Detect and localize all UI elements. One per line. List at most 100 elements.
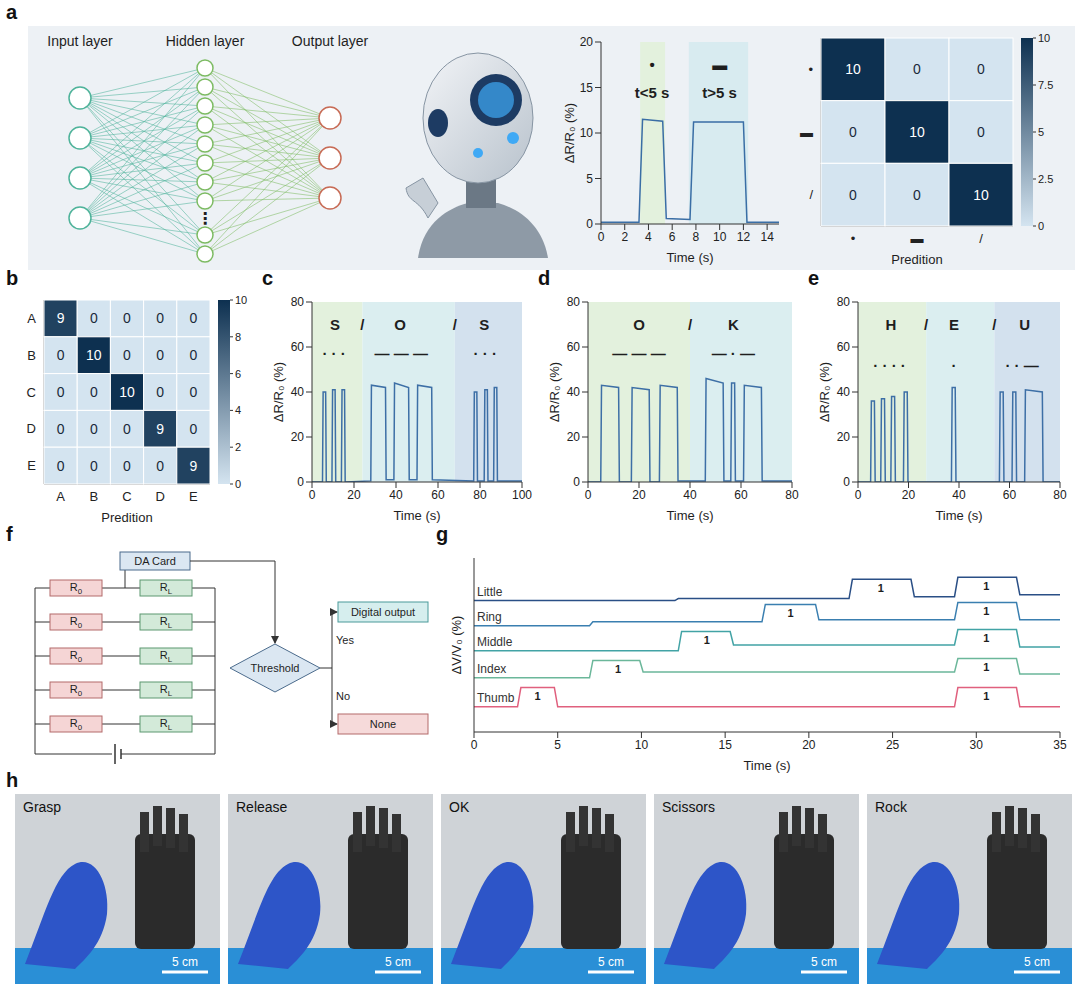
svg-text:R0: R0 bbox=[70, 717, 83, 732]
svg-text:1: 1 bbox=[983, 690, 989, 702]
svg-text:60: 60 bbox=[567, 340, 581, 354]
svg-text:6: 6 bbox=[669, 230, 676, 244]
svg-text:B: B bbox=[89, 489, 98, 504]
svg-text:•: • bbox=[649, 56, 654, 73]
svg-text:/: / bbox=[688, 316, 693, 333]
svg-text:R0: R0 bbox=[70, 615, 83, 630]
svg-text:10: 10 bbox=[845, 61, 861, 77]
svg-text:O: O bbox=[394, 316, 406, 333]
svg-text:0: 0 bbox=[598, 230, 605, 244]
svg-text:0: 0 bbox=[156, 347, 164, 363]
svg-text:40: 40 bbox=[291, 385, 305, 399]
svg-text:0: 0 bbox=[156, 384, 164, 400]
svg-text:10: 10 bbox=[635, 738, 649, 752]
svg-text:/: / bbox=[979, 231, 983, 246]
svg-text:0: 0 bbox=[309, 488, 316, 502]
svg-text:10: 10 bbox=[580, 126, 594, 140]
svg-text:Time (s): Time (s) bbox=[935, 508, 982, 523]
svg-text:2.5: 2.5 bbox=[1038, 173, 1053, 185]
svg-text:ΔR/R₀ (%): ΔR/R₀ (%) bbox=[817, 362, 832, 422]
svg-text:5 cm: 5 cm bbox=[598, 955, 624, 969]
svg-text:0: 0 bbox=[123, 458, 131, 474]
svg-text:5 cm: 5 cm bbox=[385, 955, 411, 969]
svg-text:E: E bbox=[949, 316, 959, 333]
svg-text:80: 80 bbox=[785, 488, 799, 502]
svg-text:Time (s): Time (s) bbox=[393, 508, 440, 523]
svg-text:▬: ▬ bbox=[800, 125, 813, 140]
svg-text:15: 15 bbox=[580, 81, 594, 95]
svg-text:0: 0 bbox=[849, 124, 857, 140]
svg-text:4: 4 bbox=[235, 404, 241, 416]
svg-text:⋮: ⋮ bbox=[197, 210, 213, 227]
svg-text:S: S bbox=[479, 316, 489, 333]
svg-text:60: 60 bbox=[837, 340, 851, 354]
svg-text:· · · ·: · · · · bbox=[873, 357, 905, 374]
svg-text:R0: R0 bbox=[70, 683, 83, 698]
svg-text:R0: R0 bbox=[70, 649, 83, 664]
svg-text:15: 15 bbox=[718, 738, 732, 752]
svg-text:1: 1 bbox=[787, 607, 793, 619]
svg-text:5: 5 bbox=[1038, 126, 1044, 138]
svg-text:Ring: Ring bbox=[477, 610, 502, 624]
svg-text:4: 4 bbox=[645, 230, 652, 244]
svg-text:/: / bbox=[453, 316, 458, 333]
svg-text:20: 20 bbox=[902, 488, 916, 502]
svg-text:ΔV/V₀ (%): ΔV/V₀ (%) bbox=[449, 616, 464, 675]
svg-text:1: 1 bbox=[983, 580, 989, 592]
svg-text:40: 40 bbox=[837, 385, 851, 399]
svg-text:/: / bbox=[924, 316, 929, 333]
svg-text:9: 9 bbox=[57, 310, 65, 326]
svg-text:B: B bbox=[27, 348, 36, 363]
svg-text:2: 2 bbox=[235, 441, 241, 453]
svg-text:20: 20 bbox=[632, 488, 646, 502]
svg-text:0: 0 bbox=[855, 488, 862, 502]
svg-text:No: No bbox=[336, 690, 350, 702]
svg-text:•: • bbox=[851, 231, 856, 246]
svg-text:0: 0 bbox=[1038, 220, 1044, 232]
svg-text:80: 80 bbox=[567, 295, 581, 309]
svg-text:10: 10 bbox=[713, 230, 727, 244]
svg-text:20: 20 bbox=[291, 430, 305, 444]
svg-text:80: 80 bbox=[1053, 488, 1067, 502]
svg-text:10: 10 bbox=[973, 187, 989, 203]
svg-text:S: S bbox=[330, 316, 340, 333]
svg-text:35: 35 bbox=[1053, 738, 1067, 752]
svg-text:/: / bbox=[360, 316, 365, 333]
svg-text:Time (s): Time (s) bbox=[743, 758, 790, 773]
svg-text:5: 5 bbox=[554, 738, 561, 752]
svg-text:5 cm: 5 cm bbox=[172, 955, 198, 969]
svg-text:10: 10 bbox=[119, 384, 135, 400]
svg-text:D: D bbox=[156, 489, 165, 504]
svg-text:30: 30 bbox=[970, 738, 984, 752]
svg-text:40: 40 bbox=[389, 488, 403, 502]
svg-text:20: 20 bbox=[802, 738, 816, 752]
svg-text:0: 0 bbox=[90, 458, 98, 474]
svg-text:100: 100 bbox=[512, 488, 532, 502]
svg-text:Middle: Middle bbox=[477, 635, 513, 649]
svg-text:0: 0 bbox=[57, 384, 65, 400]
svg-text:0: 0 bbox=[90, 421, 98, 437]
svg-text:60: 60 bbox=[291, 340, 305, 354]
svg-text:0: 0 bbox=[156, 310, 164, 326]
svg-text:Yes: Yes bbox=[336, 634, 354, 646]
svg-text:ΔR/R₀ (%): ΔR/R₀ (%) bbox=[271, 362, 286, 422]
svg-text:Rock: Rock bbox=[875, 799, 908, 815]
svg-text:R0: R0 bbox=[70, 581, 83, 596]
svg-text:10: 10 bbox=[909, 124, 925, 140]
svg-text:·: · bbox=[951, 357, 956, 374]
svg-text:Index: Index bbox=[477, 662, 506, 676]
svg-text:— — —: — — — bbox=[612, 345, 665, 362]
svg-text:Scissors: Scissors bbox=[662, 799, 715, 815]
svg-text:0: 0 bbox=[913, 187, 921, 203]
svg-text:0: 0 bbox=[843, 475, 850, 489]
svg-text:D: D bbox=[27, 421, 36, 436]
svg-text:60: 60 bbox=[1003, 488, 1017, 502]
svg-text:0: 0 bbox=[156, 458, 164, 474]
svg-text:8: 8 bbox=[235, 331, 241, 343]
svg-text:0: 0 bbox=[471, 738, 478, 752]
svg-text:Time (s): Time (s) bbox=[666, 250, 713, 265]
svg-text:0: 0 bbox=[586, 217, 593, 231]
svg-text:RL: RL bbox=[160, 717, 173, 732]
svg-text:ΔR/R₀ (%): ΔR/R₀ (%) bbox=[562, 103, 577, 163]
svg-text:2: 2 bbox=[621, 230, 628, 244]
